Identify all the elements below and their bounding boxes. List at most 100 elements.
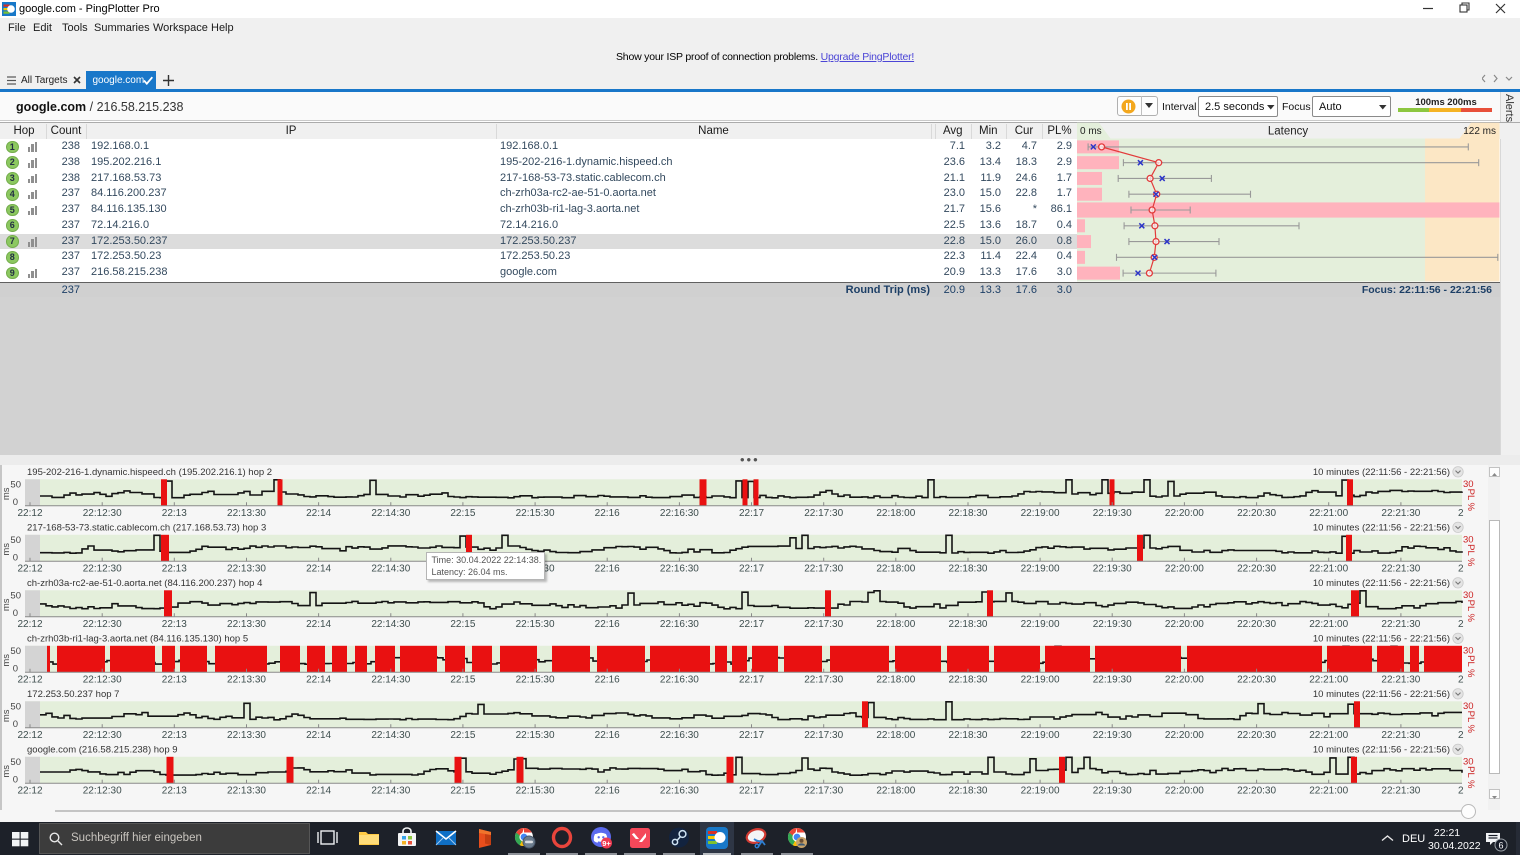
svg-text:22:21:00: 22:21:00	[1309, 786, 1348, 797]
svg-text:22:13: 22:13	[162, 730, 187, 741]
svg-text:22:16:30: 22:16:30	[660, 508, 699, 519]
svg-text:22:12:30: 22:12:30	[83, 508, 122, 519]
svg-text:22:17:30: 22:17:30	[804, 675, 843, 686]
svg-text:2: 2	[1458, 730, 1464, 741]
svg-text:22:13:30: 22:13:30	[227, 786, 266, 797]
svg-text:PL %: PL %	[1465, 766, 1476, 789]
svg-text:22:19:30: 22:19:30	[1093, 786, 1132, 797]
svg-text:30: 30	[1463, 479, 1474, 490]
svg-text:22:13:30: 22:13:30	[227, 619, 266, 630]
svg-text:22:17:30: 22:17:30	[804, 564, 843, 575]
svg-text:22:20:00: 22:20:00	[1165, 786, 1204, 797]
svg-text:PL %: PL %	[1465, 711, 1476, 734]
svg-text:22:21:30: 22:21:30	[1381, 508, 1420, 519]
svg-text:50: 50	[10, 757, 21, 768]
svg-text:22:12: 22:12	[17, 619, 42, 630]
svg-text:22:14: 22:14	[306, 508, 331, 519]
svg-text:0: 0	[13, 664, 18, 675]
svg-text:22:13: 22:13	[162, 675, 187, 686]
svg-text:22:20:00: 22:20:00	[1165, 619, 1204, 630]
svg-text:22:17:30: 22:17:30	[804, 619, 843, 630]
svg-text:22:15: 22:15	[450, 619, 475, 630]
svg-text:22:12:30: 22:12:30	[83, 730, 122, 741]
svg-text:PL %: PL %	[1465, 655, 1476, 678]
svg-text:22:21:30: 22:21:30	[1381, 564, 1420, 575]
svg-text:10 minutes (22:11:56 - 22:21:5: 10 minutes (22:11:56 - 22:21:56)	[1313, 467, 1450, 478]
svg-text:22:21:00: 22:21:00	[1309, 675, 1348, 686]
svg-text:Latency: Latency	[1268, 126, 1309, 138]
svg-text:22:17:30: 22:17:30	[804, 730, 843, 741]
svg-text:30: 30	[1463, 645, 1474, 656]
svg-text:30: 30	[1463, 756, 1474, 767]
svg-text:ms: ms	[1, 709, 12, 722]
svg-text:22:15: 22:15	[450, 730, 475, 741]
svg-text:0: 0	[13, 608, 18, 619]
svg-text:30: 30	[1463, 590, 1474, 601]
svg-text:0: 0	[13, 497, 18, 508]
svg-text:0: 0	[13, 553, 18, 564]
svg-text:22:16: 22:16	[595, 619, 620, 630]
svg-text:22:21:30: 22:21:30	[1381, 619, 1420, 630]
svg-text:2: 2	[1458, 619, 1464, 630]
svg-text:22:20:30: 22:20:30	[1237, 730, 1276, 741]
svg-text:22:19:00: 22:19:00	[1021, 619, 1060, 630]
svg-text:10 minutes (22:11:56 - 22:21:5: 10 minutes (22:11:56 - 22:21:56)	[1313, 522, 1450, 533]
svg-text:22:20:30: 22:20:30	[1237, 786, 1276, 797]
svg-text:22:20:00: 22:20:00	[1165, 675, 1204, 686]
svg-text:22:19:30: 22:19:30	[1093, 508, 1132, 519]
svg-text:22:17: 22:17	[739, 675, 764, 686]
svg-text:ch-zrh03b-ri1-lag-3.aorta.net: ch-zrh03b-ri1-lag-3.aorta.net (84.116.13…	[27, 633, 248, 644]
svg-text:22:12: 22:12	[17, 730, 42, 741]
svg-text:30: 30	[1463, 701, 1474, 712]
svg-text:22:13:30: 22:13:30	[227, 730, 266, 741]
svg-text:22:18:30: 22:18:30	[949, 564, 988, 575]
svg-text:22:14: 22:14	[306, 730, 331, 741]
svg-text:2: 2	[1458, 564, 1464, 575]
svg-text:22:12: 22:12	[17, 786, 42, 797]
svg-text:PL %: PL %	[1465, 489, 1476, 512]
svg-text:22:18:30: 22:18:30	[949, 730, 988, 741]
svg-text:22:18:30: 22:18:30	[949, 675, 988, 686]
svg-text:22:14:30: 22:14:30	[371, 675, 410, 686]
svg-text:22:18:30: 22:18:30	[949, 786, 988, 797]
svg-text:22:16:30: 22:16:30	[660, 730, 699, 741]
svg-text:google.com (216.58.215.238) ho: google.com (216.58.215.238) hop 9	[27, 744, 178, 755]
svg-text:22:13: 22:13	[162, 564, 187, 575]
svg-text:10 minutes (22:11:56 - 22:21:5: 10 minutes (22:11:56 - 22:21:56)	[1313, 744, 1450, 755]
svg-text:22:15:30: 22:15:30	[516, 508, 555, 519]
svg-text:2: 2	[1458, 786, 1464, 797]
svg-text:22:16:30: 22:16:30	[660, 786, 699, 797]
svg-text:ch-zrh03a-rc2-ae-51-0.aorta.ne: ch-zrh03a-rc2-ae-51-0.aorta.net (84.116.…	[27, 578, 262, 589]
svg-text:ms: ms	[1, 487, 12, 500]
svg-text:22:18:00: 22:18:00	[876, 786, 915, 797]
svg-text:22:18:00: 22:18:00	[876, 564, 915, 575]
svg-text:22:20:00: 22:20:00	[1165, 564, 1204, 575]
svg-text:50: 50	[10, 701, 21, 712]
svg-text:22:14:30: 22:14:30	[371, 564, 410, 575]
svg-text:22:14: 22:14	[306, 675, 331, 686]
svg-text:22:21:30: 22:21:30	[1381, 675, 1420, 686]
svg-text:2: 2	[1458, 508, 1464, 519]
svg-text:22:16: 22:16	[595, 730, 620, 741]
svg-text:22:18:00: 22:18:00	[876, 730, 915, 741]
svg-text:22:15: 22:15	[450, 508, 475, 519]
svg-text:22:17:30: 22:17:30	[804, 786, 843, 797]
svg-text:22:21:30: 22:21:30	[1381, 786, 1420, 797]
svg-text:22:13: 22:13	[162, 786, 187, 797]
svg-text:22:17:30: 22:17:30	[804, 508, 843, 519]
svg-text:22:13:30: 22:13:30	[227, 675, 266, 686]
svg-text:9+: 9+	[602, 839, 611, 848]
svg-text:22:14:30: 22:14:30	[371, 508, 410, 519]
svg-text:22:21:00: 22:21:00	[1309, 508, 1348, 519]
svg-text:22:15: 22:15	[450, 786, 475, 797]
svg-text:22:14: 22:14	[306, 619, 331, 630]
svg-text:10 minutes (22:11:56 - 22:21:5: 10 minutes (22:11:56 - 22:21:56)	[1313, 633, 1450, 644]
svg-text:22:19:30: 22:19:30	[1093, 619, 1132, 630]
svg-text:ms: ms	[1, 765, 12, 778]
svg-text:22:21:00: 22:21:00	[1309, 564, 1348, 575]
svg-text:22:15:30: 22:15:30	[516, 786, 555, 797]
svg-text:22:16:30: 22:16:30	[660, 675, 699, 686]
svg-text:22:19:00: 22:19:00	[1021, 564, 1060, 575]
svg-text:10 minutes (22:11:56 - 22:21:5: 10 minutes (22:11:56 - 22:21:56)	[1313, 689, 1450, 700]
svg-text:22:17: 22:17	[739, 730, 764, 741]
